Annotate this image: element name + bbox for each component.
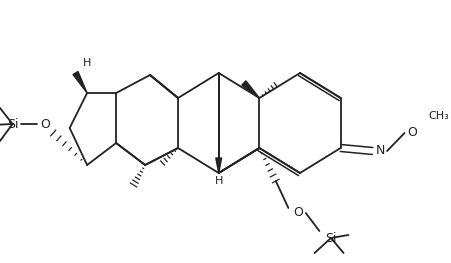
Text: N: N [376, 144, 385, 158]
Text: CH₃: CH₃ [429, 111, 450, 121]
Polygon shape [216, 158, 221, 173]
Text: O: O [407, 127, 417, 139]
Text: H: H [215, 176, 223, 186]
Polygon shape [73, 72, 87, 93]
Polygon shape [242, 81, 259, 98]
Text: H: H [83, 58, 91, 68]
Text: Si: Si [325, 231, 337, 245]
Text: O: O [293, 206, 303, 220]
Text: O: O [41, 118, 51, 130]
Text: Si: Si [7, 118, 18, 130]
